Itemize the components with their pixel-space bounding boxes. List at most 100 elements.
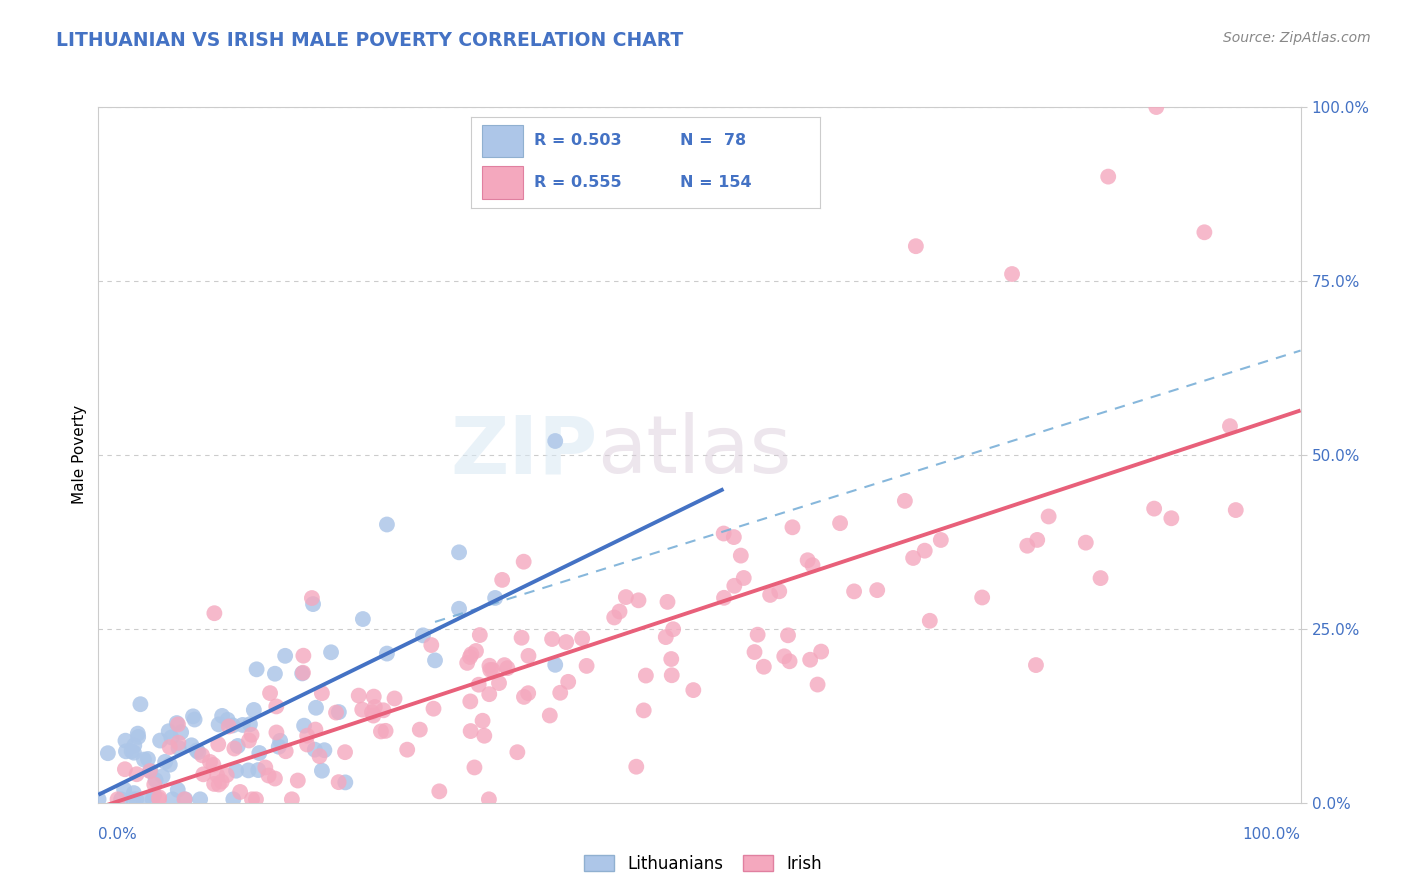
Point	[132, 792, 155, 806]
Point	[107, 792, 129, 806]
Text: N = 154: N = 154	[681, 175, 752, 190]
Point	[247, 746, 270, 760]
Point	[205, 768, 228, 782]
Point	[157, 724, 180, 739]
Point	[148, 790, 170, 805]
Point	[420, 638, 443, 652]
Point	[267, 739, 290, 754]
Point	[211, 709, 233, 723]
Point	[352, 703, 374, 717]
Point	[972, 591, 994, 605]
Point	[1017, 539, 1039, 553]
Point	[281, 792, 304, 806]
Point	[603, 610, 626, 624]
Point	[188, 792, 211, 806]
Point	[1074, 535, 1097, 549]
Point	[319, 645, 342, 659]
Point	[287, 773, 309, 788]
Point	[828, 516, 851, 531]
Point	[167, 717, 190, 731]
Point	[247, 763, 270, 777]
Point	[782, 520, 804, 534]
Point	[129, 697, 152, 711]
Point	[217, 713, 239, 727]
Bar	[481, 125, 523, 157]
Point	[633, 703, 655, 717]
Point	[810, 644, 832, 658]
Point	[174, 792, 197, 806]
Point	[305, 700, 328, 714]
Point	[1038, 509, 1060, 524]
Point	[918, 614, 941, 628]
Point	[218, 719, 240, 733]
Point	[292, 648, 315, 663]
Point	[904, 239, 927, 253]
Point	[208, 777, 231, 791]
Point	[122, 746, 145, 760]
Point	[427, 784, 450, 798]
Point	[352, 612, 374, 626]
Point	[202, 757, 225, 772]
Point	[1160, 511, 1182, 525]
Point	[484, 591, 506, 605]
Point	[166, 716, 188, 731]
Text: N =  78: N = 78	[681, 134, 747, 148]
Point	[333, 745, 356, 759]
Point	[544, 434, 567, 448]
Point	[662, 622, 685, 636]
Point	[1225, 503, 1247, 517]
Point	[571, 632, 593, 646]
Point	[254, 760, 277, 774]
Point	[238, 733, 260, 747]
Point	[238, 764, 260, 778]
Point	[747, 628, 769, 642]
Point	[125, 792, 148, 806]
Point	[796, 553, 818, 567]
Point	[143, 788, 166, 802]
Point	[87, 792, 110, 806]
Point	[1143, 501, 1166, 516]
Point	[538, 708, 561, 723]
Point	[211, 774, 233, 789]
Point	[779, 654, 801, 668]
Text: R = 0.503: R = 0.503	[534, 134, 621, 148]
Point	[240, 728, 263, 742]
Point	[412, 628, 434, 642]
Point	[657, 595, 679, 609]
Point	[548, 686, 571, 700]
Point	[468, 628, 491, 642]
Point	[166, 782, 188, 797]
Point	[207, 737, 229, 751]
Point	[1097, 169, 1119, 184]
Point	[1144, 100, 1167, 114]
Point	[733, 571, 755, 585]
Point	[149, 733, 172, 747]
Point	[806, 677, 828, 691]
Point	[471, 714, 494, 728]
Y-axis label: Male Poverty: Male Poverty	[72, 405, 87, 505]
Point	[929, 533, 952, 547]
Point	[143, 778, 166, 792]
Point	[458, 694, 481, 708]
Point	[335, 775, 357, 789]
Point	[162, 792, 184, 806]
Point	[465, 644, 488, 658]
Point	[513, 690, 536, 704]
Point	[139, 764, 162, 778]
Point	[478, 687, 501, 701]
Point	[655, 630, 678, 644]
Point	[463, 760, 485, 774]
Point	[723, 530, 745, 544]
Point	[409, 723, 432, 737]
Point	[159, 757, 181, 772]
Point	[328, 775, 350, 789]
Point	[142, 792, 165, 806]
Point	[97, 746, 120, 760]
Point	[506, 745, 529, 759]
Point	[544, 657, 567, 672]
Point	[202, 606, 225, 620]
Point	[752, 659, 775, 673]
Point	[224, 741, 246, 756]
Point	[232, 718, 254, 732]
Point	[186, 743, 208, 757]
